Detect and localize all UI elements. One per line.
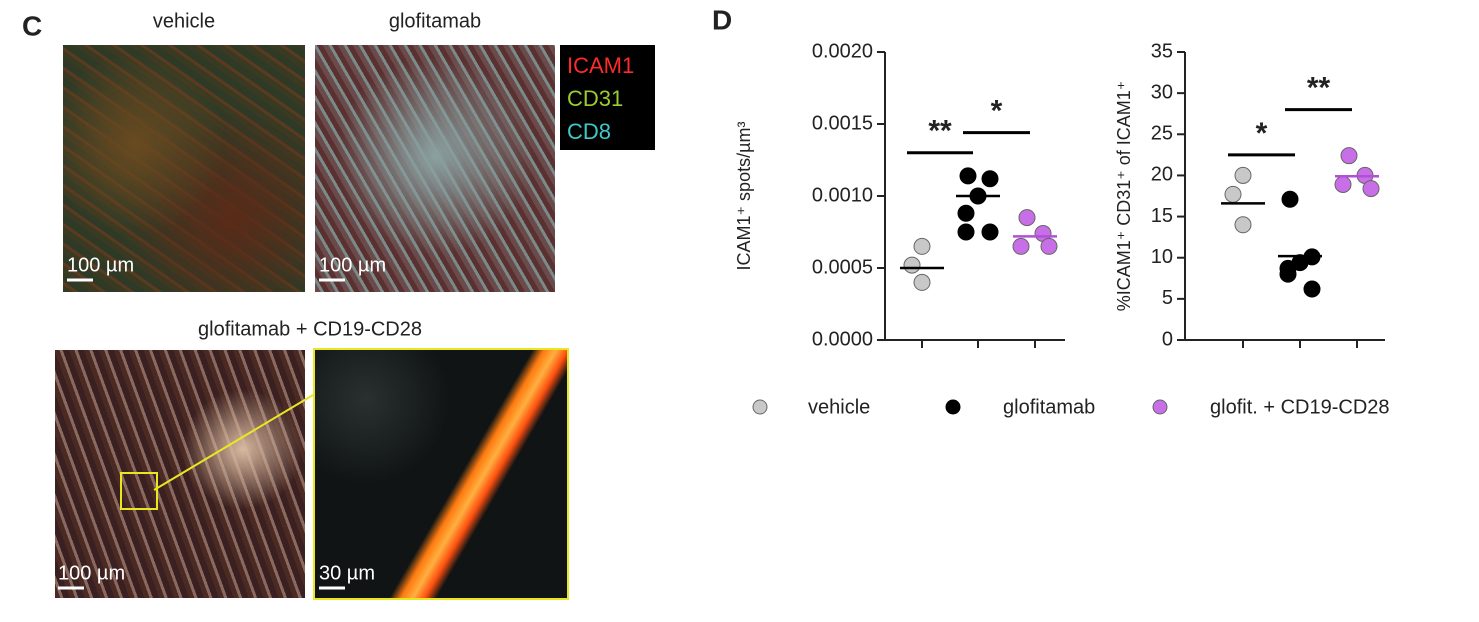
dot	[957, 223, 975, 241]
dot	[1279, 265, 1297, 283]
y-tick-label: 15	[1151, 205, 1173, 227]
dot	[1362, 180, 1380, 198]
dot	[1012, 237, 1030, 255]
micrograph-zoom	[313, 348, 569, 600]
legend-label: vehicle	[808, 396, 870, 418]
scale-bar-label: 100 µm	[58, 562, 125, 584]
micrograph-combo	[55, 350, 305, 598]
dot	[913, 273, 931, 291]
y-tick-label: 30	[1151, 81, 1173, 103]
y-tick-label: 35	[1151, 40, 1173, 62]
dot	[1340, 147, 1358, 165]
y-axis-label: %ICAM1⁺ CD31⁺ of ICAM1⁺	[1114, 81, 1134, 312]
channel-label: CD8	[567, 119, 611, 144]
legend-marker	[1152, 399, 1168, 415]
dot	[959, 167, 977, 185]
dot	[1334, 175, 1352, 193]
channel-label: CD31	[567, 86, 623, 111]
significance-label: **	[1307, 72, 1331, 105]
panel-letter: C	[22, 10, 42, 41]
dot	[1303, 280, 1321, 298]
significance-label: *	[1256, 117, 1268, 150]
y-tick-label: 0.0010	[812, 184, 873, 206]
legend-label: glofit. + CD19-CD28	[1210, 396, 1390, 418]
y-tick-label: 0	[1162, 328, 1173, 350]
image-title: vehicle	[153, 10, 215, 32]
y-tick-label: 0.0005	[812, 256, 873, 278]
scale-bar-label: 100 µm	[67, 254, 134, 276]
scale-bar-label: 30 µm	[319, 562, 375, 584]
dot	[1224, 185, 1242, 203]
y-tick-label: 10	[1151, 246, 1173, 268]
dot	[957, 204, 975, 222]
dot	[913, 237, 931, 255]
micrograph-glofitamab	[315, 45, 555, 292]
dot	[1234, 166, 1252, 184]
channel-legend	[560, 45, 655, 150]
y-tick-label: 20	[1151, 164, 1173, 186]
scale-bar-label: 100 µm	[319, 254, 386, 276]
dot	[903, 256, 921, 274]
zoom-connector	[153, 394, 314, 491]
image-title: glofitamab + CD19-CD28	[198, 318, 422, 340]
y-tick-label: 25	[1151, 123, 1173, 145]
channel-label: ICAM1	[567, 53, 634, 78]
dot	[1234, 216, 1252, 234]
dot	[1281, 190, 1299, 208]
dot	[981, 170, 999, 188]
significance-label: **	[928, 115, 952, 148]
dot	[981, 223, 999, 241]
image-title: glofitamab	[389, 10, 481, 32]
legend-label: glofitamab	[1003, 396, 1095, 418]
y-tick-label: 0.0015	[812, 112, 873, 134]
y-axis-label: ICAM1⁺ spots/µm³	[734, 122, 754, 271]
panel-letter: D	[712, 4, 732, 35]
y-tick-label: 0.0000	[812, 328, 873, 350]
legend-marker	[752, 399, 768, 415]
dot	[1040, 237, 1058, 255]
zoom-box	[120, 472, 158, 510]
dot	[1018, 209, 1036, 227]
y-tick-label: 0.0020	[812, 40, 873, 62]
micrograph-vehicle	[63, 45, 305, 292]
y-tick-label: 5	[1162, 287, 1173, 309]
legend-marker	[945, 399, 961, 415]
significance-label: *	[991, 95, 1003, 128]
